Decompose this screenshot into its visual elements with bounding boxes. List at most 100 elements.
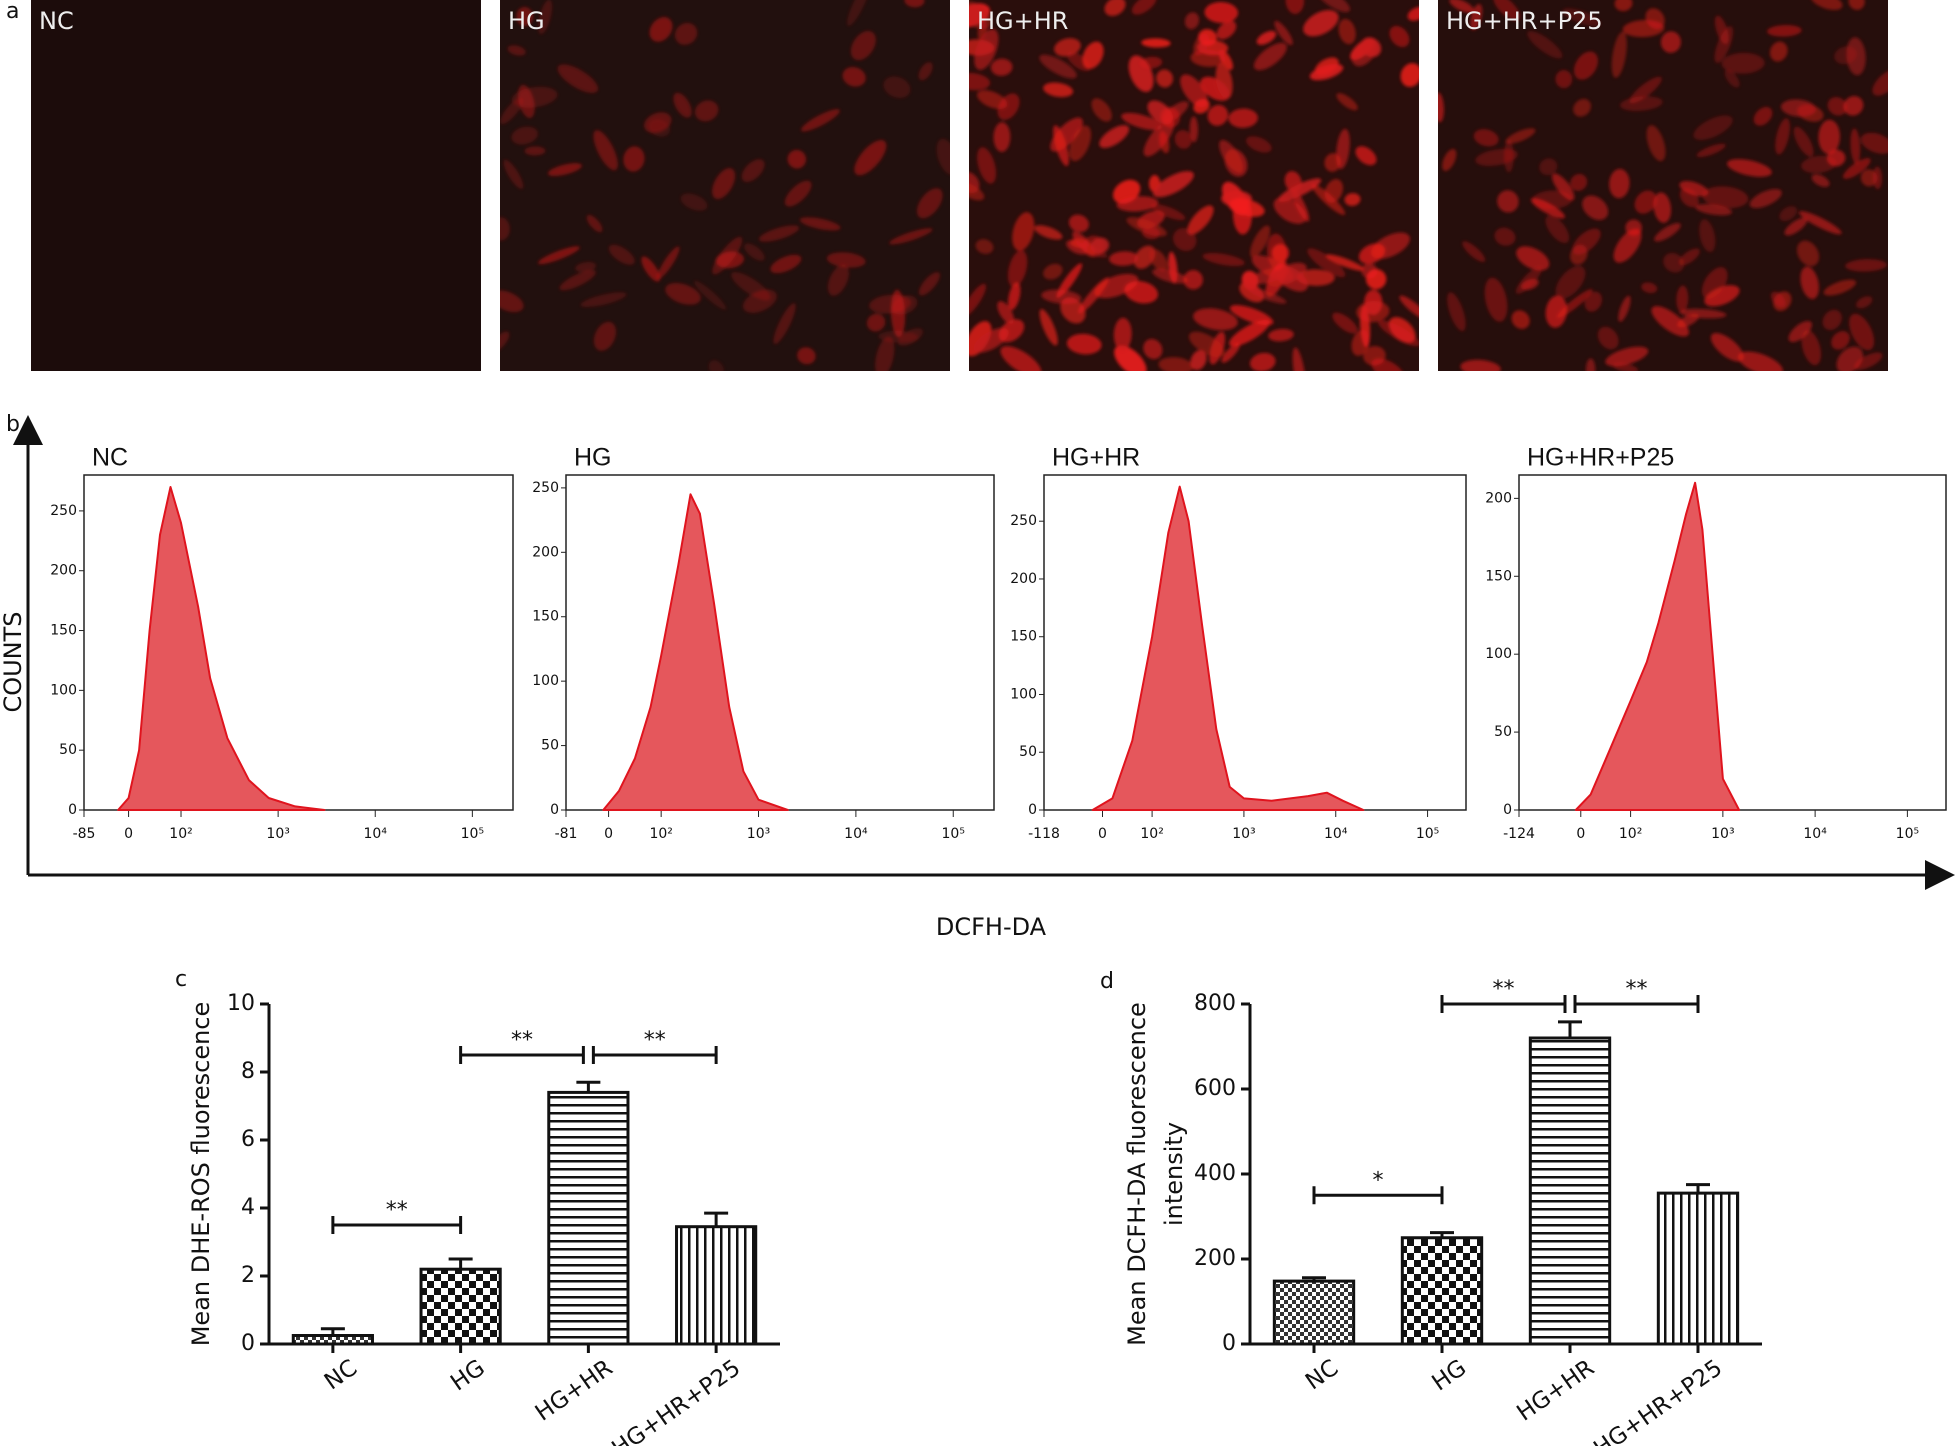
y-tick-label: 250 bbox=[50, 503, 77, 519]
plot-frame bbox=[1518, 474, 1947, 811]
cell bbox=[744, 243, 765, 261]
cells bbox=[500, 0, 950, 371]
x-tick-label: 10⁴ bbox=[364, 826, 388, 842]
cells bbox=[1438, 0, 1888, 371]
y-tick-label: 10 bbox=[227, 991, 255, 1016]
cell bbox=[1613, 228, 1642, 263]
cell bbox=[1229, 305, 1274, 326]
x-tick-label: HG+HR bbox=[531, 1355, 618, 1427]
cell bbox=[1818, 119, 1841, 155]
cell bbox=[1646, 125, 1666, 162]
cell bbox=[1128, 55, 1154, 92]
histogram-area bbox=[1574, 481, 1741, 811]
cell bbox=[1344, 193, 1361, 206]
cell bbox=[1174, 130, 1192, 149]
cell bbox=[1152, 268, 1188, 284]
x-tick-label: HG bbox=[446, 1355, 490, 1396]
cell bbox=[1256, 30, 1277, 45]
cell bbox=[680, 193, 708, 211]
cell bbox=[1338, 18, 1356, 45]
cell bbox=[580, 292, 627, 307]
cell bbox=[1365, 269, 1387, 290]
cell bbox=[866, 313, 886, 332]
x-tick-label: -118 bbox=[1028, 826, 1060, 842]
cell bbox=[1228, 108, 1258, 128]
cell bbox=[1562, 8, 1601, 27]
y-tick-label: 6 bbox=[241, 1127, 255, 1152]
cell bbox=[1470, 3, 1483, 31]
cell bbox=[1053, 125, 1069, 167]
cell bbox=[741, 159, 765, 182]
significance-label: ** bbox=[386, 1198, 408, 1223]
cell bbox=[869, 294, 911, 314]
cell bbox=[693, 280, 727, 310]
cell bbox=[1555, 70, 1573, 89]
cell bbox=[1094, 273, 1139, 299]
cell bbox=[1850, 128, 1861, 165]
cell bbox=[1724, 69, 1740, 88]
cell bbox=[827, 264, 849, 296]
cell bbox=[608, 244, 635, 265]
cell bbox=[1784, 217, 1808, 236]
cell bbox=[1121, 112, 1163, 131]
cell bbox=[694, 100, 719, 122]
cell bbox=[773, 303, 796, 345]
cell bbox=[1239, 282, 1264, 303]
cell bbox=[918, 272, 941, 296]
cell bbox=[1268, 328, 1294, 342]
cell bbox=[537, 246, 580, 265]
cell bbox=[1462, 241, 1486, 262]
cell bbox=[1679, 308, 1727, 319]
cell bbox=[1183, 270, 1203, 290]
cell bbox=[1069, 125, 1092, 162]
cell bbox=[997, 301, 1015, 324]
micrograph bbox=[31, 0, 481, 371]
x-axis-title: DCFH-DA bbox=[936, 913, 1047, 941]
cell bbox=[673, 92, 692, 118]
x-tick-label: 0 bbox=[604, 826, 613, 842]
cell bbox=[800, 109, 840, 132]
cell bbox=[557, 64, 599, 93]
cell bbox=[975, 239, 994, 254]
cell bbox=[1660, 31, 1681, 53]
cell bbox=[847, 0, 871, 26]
y-tick-label: 50 bbox=[541, 738, 559, 754]
cell bbox=[623, 146, 645, 172]
cell bbox=[1515, 266, 1542, 294]
cell bbox=[648, 118, 671, 137]
cell bbox=[1253, 42, 1287, 71]
cell bbox=[1204, 2, 1239, 24]
cell bbox=[1460, 359, 1501, 371]
x-tick-label: HG+HR bbox=[1512, 1355, 1599, 1427]
cell bbox=[998, 319, 1025, 343]
cell bbox=[1249, 352, 1276, 371]
bar bbox=[1400, 1236, 1484, 1346]
cell bbox=[1619, 96, 1663, 112]
y-tick-label: 100 bbox=[1010, 686, 1037, 702]
x-tick-label: -85 bbox=[73, 826, 96, 842]
y-tick-label: 100 bbox=[532, 673, 559, 689]
cell bbox=[1296, 269, 1335, 286]
cell bbox=[1187, 205, 1214, 235]
cell bbox=[1573, 51, 1599, 80]
x-tick-label: 10⁴ bbox=[844, 826, 868, 842]
cell bbox=[1158, 357, 1194, 371]
cell bbox=[797, 347, 816, 365]
cell bbox=[1246, 136, 1272, 153]
x-tick-label: -81 bbox=[555, 826, 578, 842]
cell bbox=[770, 254, 802, 274]
image-title: HG bbox=[508, 7, 545, 35]
cell bbox=[1007, 250, 1028, 288]
cell bbox=[1618, 295, 1631, 322]
cell bbox=[500, 331, 510, 352]
cell bbox=[1842, 158, 1871, 179]
cell bbox=[1695, 203, 1733, 216]
y-tick-label: 0 bbox=[550, 802, 559, 818]
cell bbox=[1710, 332, 1744, 362]
cell bbox=[936, 138, 950, 175]
cell bbox=[1221, 342, 1240, 363]
cell bbox=[586, 214, 603, 233]
cell bbox=[1449, 0, 1475, 13]
cell bbox=[969, 171, 980, 194]
cell bbox=[1539, 158, 1558, 176]
